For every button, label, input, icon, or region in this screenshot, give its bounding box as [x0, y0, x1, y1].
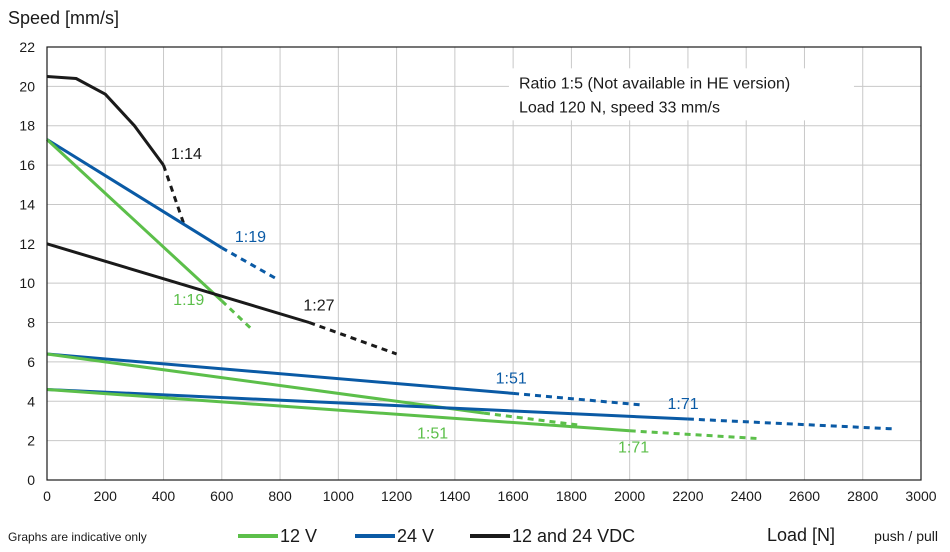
series-ratio-label: 1:51: [496, 371, 527, 388]
legend: 12 V 24 V 12 and 24 VDC: [238, 526, 635, 546]
x-tick-label: 200: [94, 488, 118, 504]
x-tick-label: 3000: [905, 488, 936, 504]
x-axis-title: Load [N]: [767, 525, 835, 545]
series-6: [46, 352, 578, 427]
series-line-solid: [46, 242, 310, 324]
series-line-dashed: [512, 391, 645, 407]
y-tick-label: 2: [27, 433, 35, 449]
series-line-solid: [45, 138, 223, 303]
footnote-text: Graphs are indicative only: [8, 530, 147, 544]
x-tick-label: 2600: [789, 488, 820, 504]
series-line-solid: [46, 388, 688, 421]
y-tick-label: 12: [19, 236, 35, 252]
y-tick-label: 8: [27, 315, 35, 331]
series-1: [46, 75, 186, 225]
x-tick-label: 2400: [731, 488, 762, 504]
y-tick-label: 0: [27, 472, 35, 488]
series-ratio-label: 1:14: [171, 146, 202, 163]
series-ratio-label: 1:19: [173, 292, 204, 309]
legend-label: 12 and 24 VDC: [512, 526, 635, 546]
y-tick-label: 20: [19, 78, 35, 94]
series-line-solid: [46, 352, 514, 395]
y-tick-label: 6: [27, 354, 35, 370]
series-line-solid: [46, 138, 223, 250]
series-line-solid: [46, 388, 630, 433]
x-tick-label: 2000: [614, 488, 645, 504]
series-2: [46, 138, 278, 281]
x-tick-label: 1800: [556, 488, 587, 504]
series-line-dashed: [687, 417, 892, 431]
series-labels: 1:14 1:19 1:19 1:27 1:51 1:51 1:71 1:71: [171, 146, 699, 456]
series-7: [46, 388, 892, 431]
y-axis-title: Speed [mm/s]: [8, 8, 119, 28]
series-8: [46, 388, 761, 441]
y-tick-label: 14: [19, 196, 35, 212]
series-line-solid: [46, 352, 485, 415]
series-ratio-label: 1:71: [668, 396, 699, 413]
x-tick-label: 1400: [439, 488, 470, 504]
x-tick-label: 2200: [672, 488, 703, 504]
y-tick-label: 10: [19, 275, 35, 291]
series-line-dashed: [220, 299, 252, 330]
annotation-line-1: Ratio 1:5 (Not available in HE version): [519, 75, 790, 92]
series-ratio-label: 1:27: [303, 298, 334, 315]
series-4: [46, 242, 398, 356]
x-tick-label: 2800: [847, 488, 878, 504]
x-tick-label: 1600: [498, 488, 529, 504]
series-line-dashed: [483, 411, 578, 427]
series-line-dashed: [629, 429, 761, 441]
axes: 0 200 400 600 800 1000 1200 1400 1600 1800 2000 220…: [19, 39, 936, 504]
y-tick-label: 22: [19, 39, 35, 55]
y-tick-label: 4: [27, 393, 35, 409]
annotation-line-2: Load 120 N, speed 33 mm/s: [519, 99, 720, 116]
x-tick-label: 800: [268, 488, 292, 504]
x-tick-label: 1200: [381, 488, 412, 504]
plot-frame: [46, 46, 922, 481]
series-5: [46, 352, 645, 407]
x-axis-title-suffix: push / pull: [874, 528, 938, 544]
legend-label: 24 V: [397, 526, 434, 546]
series-3: [45, 138, 252, 330]
x-tick-label: 1000: [323, 488, 354, 504]
series-ratio-label: 1:51: [417, 426, 448, 443]
series-ratio-label: 1:19: [235, 229, 266, 246]
series-line-solid: [46, 75, 165, 166]
y-tick-label: 16: [19, 157, 35, 173]
y-tick-label: 18: [19, 118, 35, 134]
annotation-background: [508, 68, 854, 121]
x-tick-label: 600: [210, 488, 234, 504]
series-group: [45, 75, 892, 441]
series-line-dashed: [308, 321, 398, 356]
legend-label: 12 V: [280, 526, 317, 546]
annotation-box: Ratio 1:5 (Not available in HE version) …: [508, 68, 854, 121]
x-tick-label: 400: [152, 488, 176, 504]
x-tick-label: 0: [43, 488, 51, 504]
series-line-dashed: [221, 246, 278, 281]
series-ratio-label: 1:71: [618, 439, 649, 456]
